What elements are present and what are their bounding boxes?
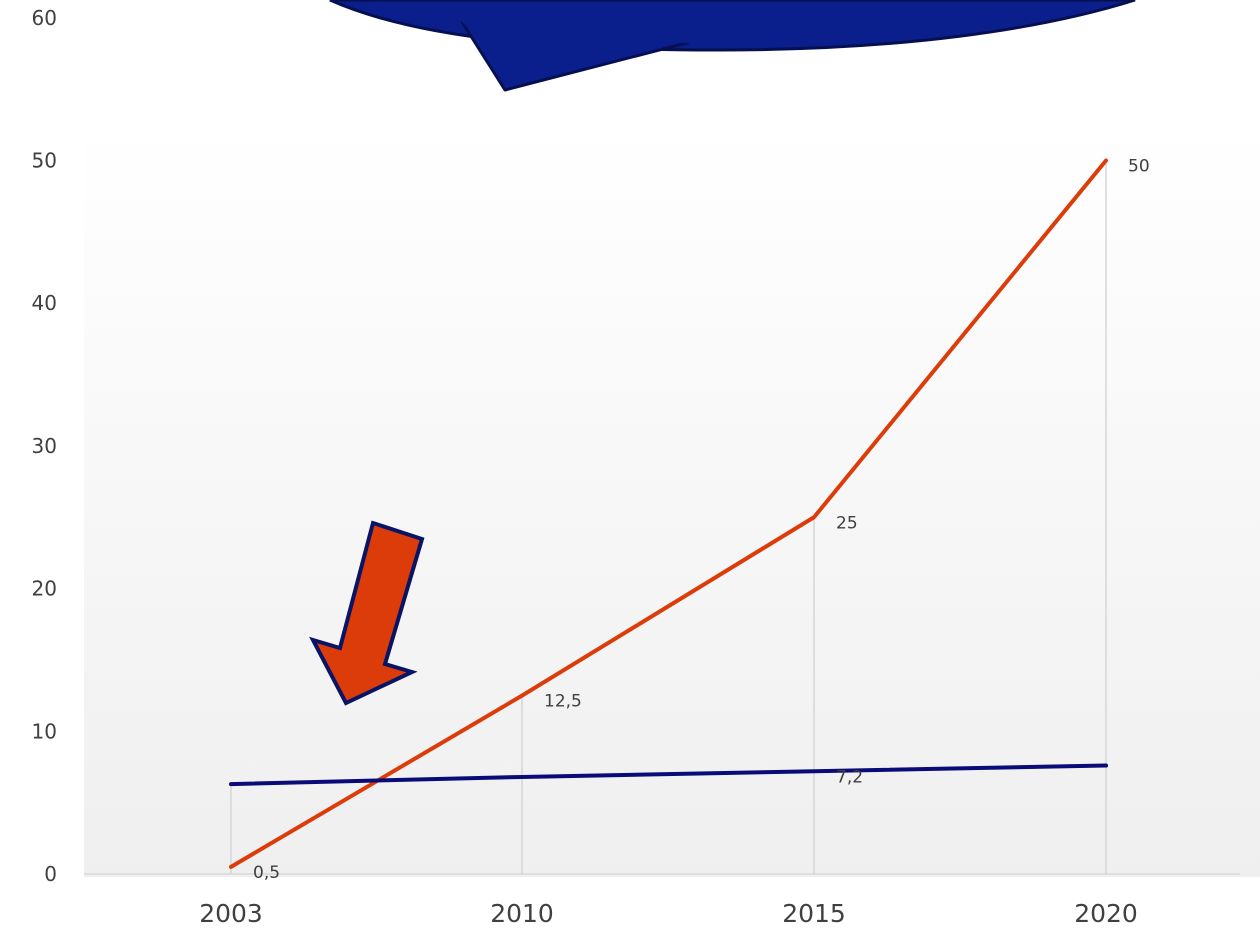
- speech-callout-cover: [458, 18, 700, 44]
- x-tick-label: 2003: [199, 899, 263, 928]
- x-axis: 2003 2010 2015 2020: [199, 899, 1138, 928]
- data-label: 25: [836, 513, 858, 533]
- drop-lines: [230, 160, 1107, 874]
- y-tick-label: 10: [32, 719, 57, 743]
- y-tick-label: 40: [32, 291, 57, 315]
- x-tick-label: 2015: [782, 899, 846, 928]
- y-axis: 0 10 20 30 40 50 60: [32, 6, 57, 886]
- data-label: 50: [1128, 157, 1150, 177]
- series-line-2: [229, 763, 1108, 787]
- data-label: 12,5: [544, 692, 582, 712]
- speech-callout-shape: [329, 0, 1136, 52]
- series-group: [229, 158, 1108, 869]
- y-tick-label: 60: [32, 6, 57, 30]
- data-label: 0,5: [253, 863, 280, 883]
- y-tick-label: 20: [32, 577, 57, 601]
- down-arrow-icon: [309, 520, 425, 706]
- data-labels: 0,5 12,5 25 50 7,2: [253, 157, 1150, 883]
- plot-area: [84, 125, 1260, 877]
- y-tick-label: 30: [32, 434, 57, 458]
- data-label: 7,2: [836, 767, 863, 787]
- y-tick-label: 50: [32, 149, 57, 173]
- y-tick-label: 0: [44, 862, 57, 886]
- x-tick-label: 2010: [490, 899, 554, 928]
- x-tick-label: 2020: [1074, 899, 1138, 928]
